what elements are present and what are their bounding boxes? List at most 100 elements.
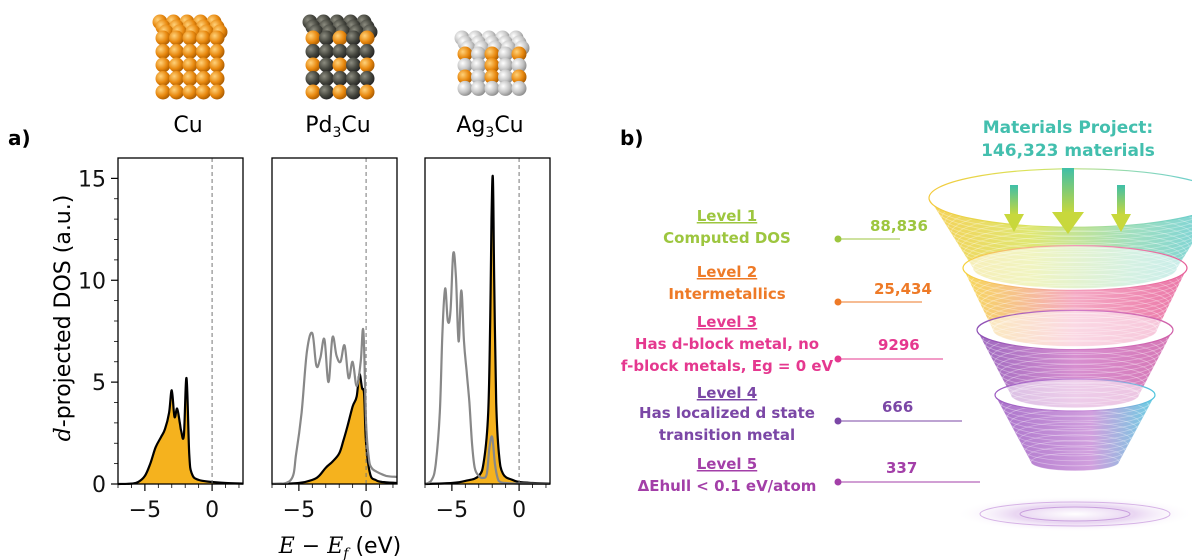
atom [484,57,500,73]
level-name: Level 1 [697,207,757,225]
atom [319,44,334,59]
cu-dos-line [271,372,398,486]
atom [484,69,500,85]
atom [346,71,361,86]
atom [319,84,334,100]
cu-dos-line [424,174,551,486]
y-tick-label: 0 [92,473,106,498]
funnel-segment-4 [994,378,1156,472]
atom [319,57,334,73]
atom [471,69,486,85]
dos-panel-pd3cu: −5 0 [271,157,398,523]
atom [319,30,334,46]
level-count: 666 [882,398,913,416]
x-tick-label: 0 [512,498,526,523]
crystal-cu [152,14,228,100]
panel-frame [271,157,398,485]
funnel-levels: Level 1 Computed DOS 88,836 Level 2 Intermet… [621,207,980,495]
panel-title-pd3cu: Pd3Cu [305,113,370,141]
atom [182,71,198,86]
panel-frame [424,157,551,485]
atom [305,71,321,86]
funnel-rim [994,378,1156,412]
level-description: Has localized d state [639,404,815,422]
atom [457,57,473,73]
atom [196,44,211,59]
y-tick-label: 5 [92,371,106,396]
atom [359,57,375,73]
atom [457,69,473,85]
atom [209,30,225,46]
level-count: 25,434 [874,280,932,298]
funnel-ring-line [1030,452,1120,472]
panel-label-b: b) [620,126,643,150]
funnel-ring-line [1021,434,1129,457]
atom [155,57,171,73]
atom [484,80,500,96]
atom [471,57,486,73]
atom [457,80,473,96]
atom [155,84,171,100]
atom [498,46,513,62]
level-description: Has d-block metal, no [635,335,819,353]
cu-dos-fill [272,373,397,484]
atom [305,44,321,59]
atom [209,57,225,73]
x-tick-label: −5 [129,498,161,523]
funnel-ring-line [1027,446,1123,467]
x-tick-label: −5 [436,498,468,523]
atom [196,71,211,86]
crystal-ag3cu [454,30,530,96]
x-axis-label: E − Ef (eV) [278,534,401,560]
x-tick-label: 0 [205,498,219,523]
level-3: Level 3 Has d-block metal, no f-block meta… [621,313,943,375]
atom [332,84,348,100]
atom [511,57,527,73]
panel-label-a: a) [8,126,31,150]
atom [511,69,527,85]
y-axis-label: d-projected DOS (a.u.) [51,195,76,442]
atom [484,46,500,62]
atom [332,44,348,59]
x-tick-label: 0 [359,498,373,523]
atom [182,30,198,46]
atom [511,80,527,96]
funnel-ring-line [1018,428,1132,452]
panel-title-ag3cu: Ag3Cu [456,113,523,141]
atom [498,57,513,73]
atom [155,44,171,59]
funnel-diagram: Materials Project: 146,323 materials [928,118,1192,532]
atom [359,30,375,46]
atom [346,44,361,59]
atom [471,46,486,62]
atom [471,80,486,96]
atom [332,71,348,86]
atom [169,71,184,86]
funnel-base-ring [979,501,1171,527]
atom [169,57,184,73]
level-name: Level 5 [697,455,757,473]
atom [196,30,211,46]
atom [457,46,473,62]
atom [359,84,375,100]
atom [346,30,361,46]
arrow-left [1004,185,1024,232]
level-description: f-block metals, Eg = 0 eV [621,357,834,375]
funnel-rim [976,309,1174,351]
level-dot [834,355,842,363]
level-description: ΔEhull < 0.1 eV/atom [638,477,817,495]
source-title: Materials Project: [983,118,1153,138]
y-tick-label: 15 [78,167,106,192]
atom [305,30,321,46]
level-4: Level 4 Has localized d state transition m… [639,384,962,444]
x-tick-label: −5 [283,498,315,523]
crystal-structures [152,14,530,100]
level-name: Level 3 [697,313,757,331]
host-dos-line [424,251,551,486]
level-dot [834,417,842,425]
level-1: Level 1 Computed DOS 88,836 [663,207,928,247]
y-tick-label: 10 [78,269,106,294]
atom [305,57,321,73]
atom [346,57,361,73]
level-name: Level 4 [697,384,757,402]
